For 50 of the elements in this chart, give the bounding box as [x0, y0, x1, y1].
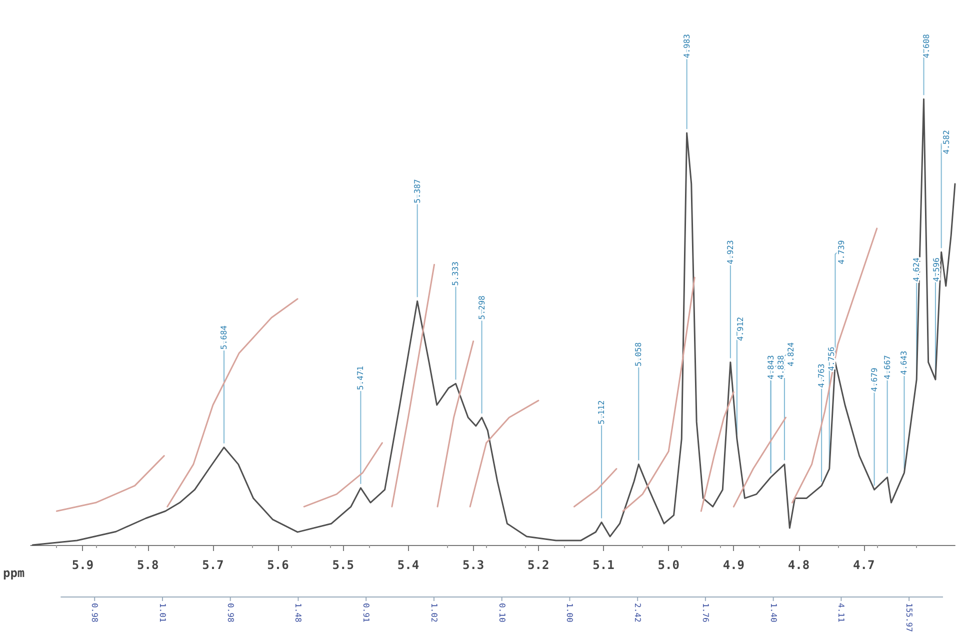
- annotation: 4.923: [726, 240, 735, 264]
- annotation: 5.333: [451, 261, 460, 286]
- annotation: 4.756: [827, 346, 836, 371]
- x-tick-label: 5.0: [658, 558, 680, 572]
- x-tick-label: 5.5: [332, 558, 354, 572]
- annotation: 4.643: [900, 350, 909, 375]
- x-tick-label: 4.8: [788, 558, 810, 572]
- annotation: 4.912: [736, 316, 745, 341]
- text: 4.11: [836, 603, 846, 622]
- x-axis-title: ppm: [2, 566, 25, 580]
- x-tick-label: 5.2: [528, 558, 550, 572]
- text: 155.97: [904, 603, 914, 632]
- annotation: 4.824: [786, 342, 796, 366]
- text: 0.98: [90, 603, 100, 622]
- text: 1.48: [294, 603, 303, 622]
- annotation: 4.667: [882, 355, 892, 380]
- annotation: 4.983: [682, 34, 692, 58]
- text: 0.91: [362, 603, 371, 622]
- annotation: 4.739: [837, 240, 846, 264]
- text: 2.42: [633, 603, 642, 622]
- annotation: 5.387: [412, 178, 422, 204]
- annotation: 4.608: [922, 34, 932, 58]
- x-tick-label: 5.4: [397, 558, 420, 572]
- annotation: 4.582: [942, 130, 952, 154]
- annotation: 5.684: [220, 325, 228, 350]
- x-tick-label: 5.8: [137, 558, 159, 572]
- x-tick-label: 4.9: [722, 558, 745, 572]
- annotation: 5.058: [634, 342, 644, 366]
- x-tick-label: 5.7: [202, 558, 224, 572]
- annotation: 4.596: [932, 257, 942, 282]
- text: 1.00: [565, 603, 574, 622]
- annotation: 4.624: [912, 257, 922, 282]
- annotation: 5.298: [477, 295, 486, 320]
- annotation: 5.471: [356, 366, 366, 390]
- x-tick-label: 5.1: [592, 558, 614, 572]
- text: 1.76: [700, 603, 710, 622]
- annotation: 4.838: [776, 355, 786, 380]
- annotation: 4.763: [817, 364, 826, 388]
- text: 0.10: [497, 603, 506, 622]
- annotation: 5.112: [597, 400, 606, 424]
- x-tick-label: 4.7: [853, 558, 875, 572]
- annotation: 4.843: [766, 355, 776, 380]
- x-tick-label: 5.3: [462, 558, 484, 572]
- x-tick-label: 5.6: [267, 558, 289, 572]
- text: 0.98: [226, 603, 235, 622]
- x-tick-label: 5.9: [72, 558, 94, 572]
- text: 1.02: [429, 603, 438, 622]
- text: 1.40: [768, 603, 778, 622]
- text: 1.01: [158, 603, 167, 622]
- annotation: 4.679: [870, 368, 879, 392]
